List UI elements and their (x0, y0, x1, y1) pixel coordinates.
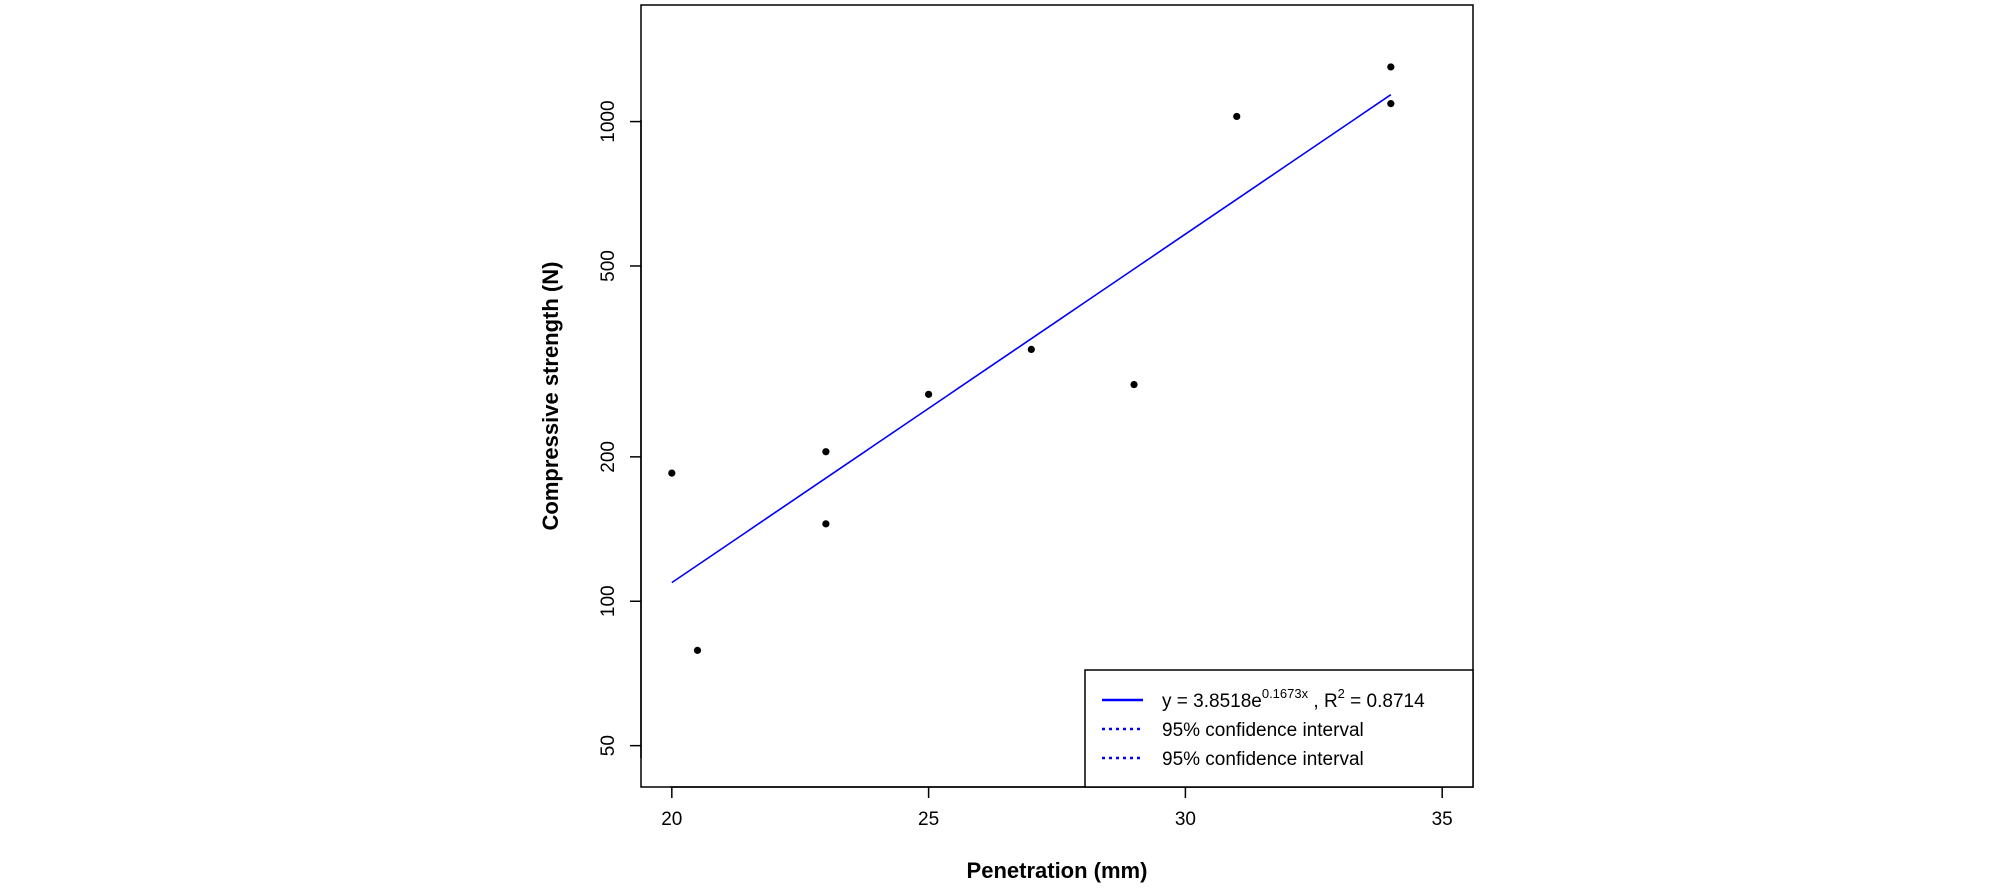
legend-r2-superscript: 2 (1338, 686, 1345, 701)
x-tick-label: 30 (1175, 809, 1196, 830)
y-tick-label: 1000 (598, 100, 619, 142)
data-point (693, 646, 702, 654)
y-tick-label: 500 (598, 250, 619, 282)
legend-box (1084, 669, 1474, 788)
legend-fit-exponent: 0.1673x (1262, 686, 1309, 701)
legend-fit-suffix: = 0.8714 (1345, 691, 1425, 712)
legend-fit-mid: , R (1308, 691, 1338, 712)
data-point (1130, 380, 1138, 389)
x-ticks: 20 25 30 35 (661, 787, 1453, 830)
legend: y = 3.8518e0.1673x , R2 = 0.8714 95% con… (1084, 669, 1474, 788)
data-point (1387, 63, 1395, 71)
legend-fit-label: y = 3.8518e0.1673x , R2 = 0.8714 (1162, 686, 1425, 712)
y-axis-title: Compressive strength (N) (538, 262, 563, 531)
x-tick-label: 25 (918, 809, 939, 830)
x-axis-title: Penetration (mm) (967, 858, 1148, 883)
data-points (668, 63, 1395, 654)
data-point (822, 448, 830, 456)
fit-line (671, 94, 1392, 584)
legend-ci-label-2: 95% confidence interval (1162, 749, 1364, 770)
data-point (822, 520, 830, 528)
legend-ci-label-1: 95% confidence interval (1162, 720, 1364, 741)
data-point (668, 469, 676, 477)
y-tick-label: 100 (598, 585, 619, 617)
legend-fit-prefix: y = 3.8518e (1162, 691, 1262, 712)
data-point (1027, 345, 1035, 354)
data-point (1387, 100, 1395, 108)
data-point (925, 390, 933, 398)
y-tick-label: 50 (598, 735, 619, 756)
data-point (1233, 112, 1241, 121)
x-tick-label: 20 (661, 809, 682, 830)
x-tick-label: 35 (1432, 809, 1453, 830)
y-tick-label: 200 (598, 441, 619, 473)
y-ticks: 50 100 200 500 1000 (598, 100, 641, 756)
